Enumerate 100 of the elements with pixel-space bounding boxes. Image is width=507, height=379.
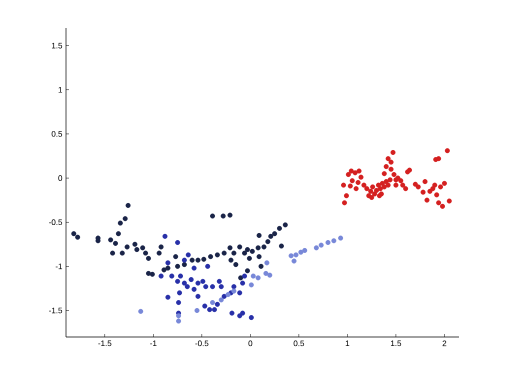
point (242, 274, 248, 279)
point (176, 318, 182, 324)
point (201, 256, 206, 262)
x-tick-label: 1.5 (390, 340, 402, 346)
point (182, 262, 187, 268)
point (134, 247, 140, 252)
y-tick-label: 0.5 (52, 131, 62, 137)
point (240, 310, 246, 316)
point (175, 264, 180, 269)
point (302, 248, 308, 253)
point (165, 260, 170, 266)
point (265, 239, 270, 244)
point (175, 240, 180, 246)
point (205, 264, 210, 269)
point (220, 214, 226, 219)
point (298, 250, 304, 255)
point (184, 284, 190, 290)
point (120, 250, 125, 256)
point (244, 247, 250, 252)
point (246, 256, 252, 261)
point (158, 244, 164, 250)
y-tick-label: -1 (56, 264, 62, 270)
point (250, 274, 256, 279)
point (178, 274, 184, 279)
point (228, 258, 234, 263)
point (237, 290, 242, 296)
x-tick-label: 1 (346, 340, 350, 346)
y-tick-label: 0 (58, 175, 62, 181)
point (256, 232, 262, 238)
point (192, 266, 197, 271)
point (150, 272, 155, 277)
point (214, 302, 220, 307)
point (256, 245, 261, 250)
point (248, 315, 254, 320)
point (214, 252, 220, 258)
point (116, 231, 121, 236)
point (158, 274, 164, 279)
point (202, 304, 208, 309)
point (276, 226, 282, 231)
point (140, 245, 146, 250)
point (176, 313, 182, 318)
point (231, 288, 236, 294)
point (256, 254, 262, 260)
point (267, 272, 272, 278)
point (216, 278, 222, 284)
point (195, 258, 200, 263)
point (222, 294, 227, 299)
point (248, 282, 254, 288)
x-tick-label: -1.5 (98, 340, 112, 346)
point (108, 237, 114, 242)
point (162, 234, 168, 239)
point (146, 256, 151, 261)
x-tick-label: 2 (442, 340, 446, 346)
point (146, 270, 151, 276)
point (203, 284, 208, 290)
point (229, 310, 234, 316)
point (263, 270, 268, 276)
point (112, 240, 118, 246)
point (261, 244, 266, 250)
point (227, 212, 232, 218)
point (165, 294, 170, 300)
y-tick-label: 1.5 (52, 42, 62, 48)
x-tick-label: 0 (248, 340, 252, 346)
point (190, 258, 195, 263)
point (237, 244, 242, 250)
point (242, 250, 248, 256)
point (222, 250, 227, 256)
point (210, 284, 216, 290)
point (194, 308, 200, 313)
point (75, 234, 80, 240)
point (218, 297, 224, 302)
point (126, 202, 131, 208)
point (227, 245, 232, 250)
point (132, 242, 138, 247)
point (71, 231, 76, 236)
point (195, 294, 200, 299)
point (272, 231, 278, 236)
point (331, 238, 336, 244)
point (292, 258, 297, 264)
point (188, 277, 194, 282)
point (186, 252, 191, 258)
point (138, 308, 144, 314)
y-tick-label: -0.5 (49, 219, 62, 226)
point (182, 258, 187, 263)
point (318, 242, 324, 248)
point (218, 284, 224, 290)
point (338, 236, 344, 241)
point (122, 216, 128, 222)
y-tick-label: 1 (58, 87, 62, 93)
x-tick-label: -0.5 (195, 340, 208, 346)
point (282, 222, 288, 228)
point (208, 254, 214, 260)
point (258, 264, 264, 269)
point (192, 286, 197, 292)
point (226, 292, 231, 298)
point (162, 267, 167, 272)
point (210, 300, 216, 306)
point (314, 245, 319, 250)
point (210, 214, 216, 219)
point (124, 244, 130, 250)
